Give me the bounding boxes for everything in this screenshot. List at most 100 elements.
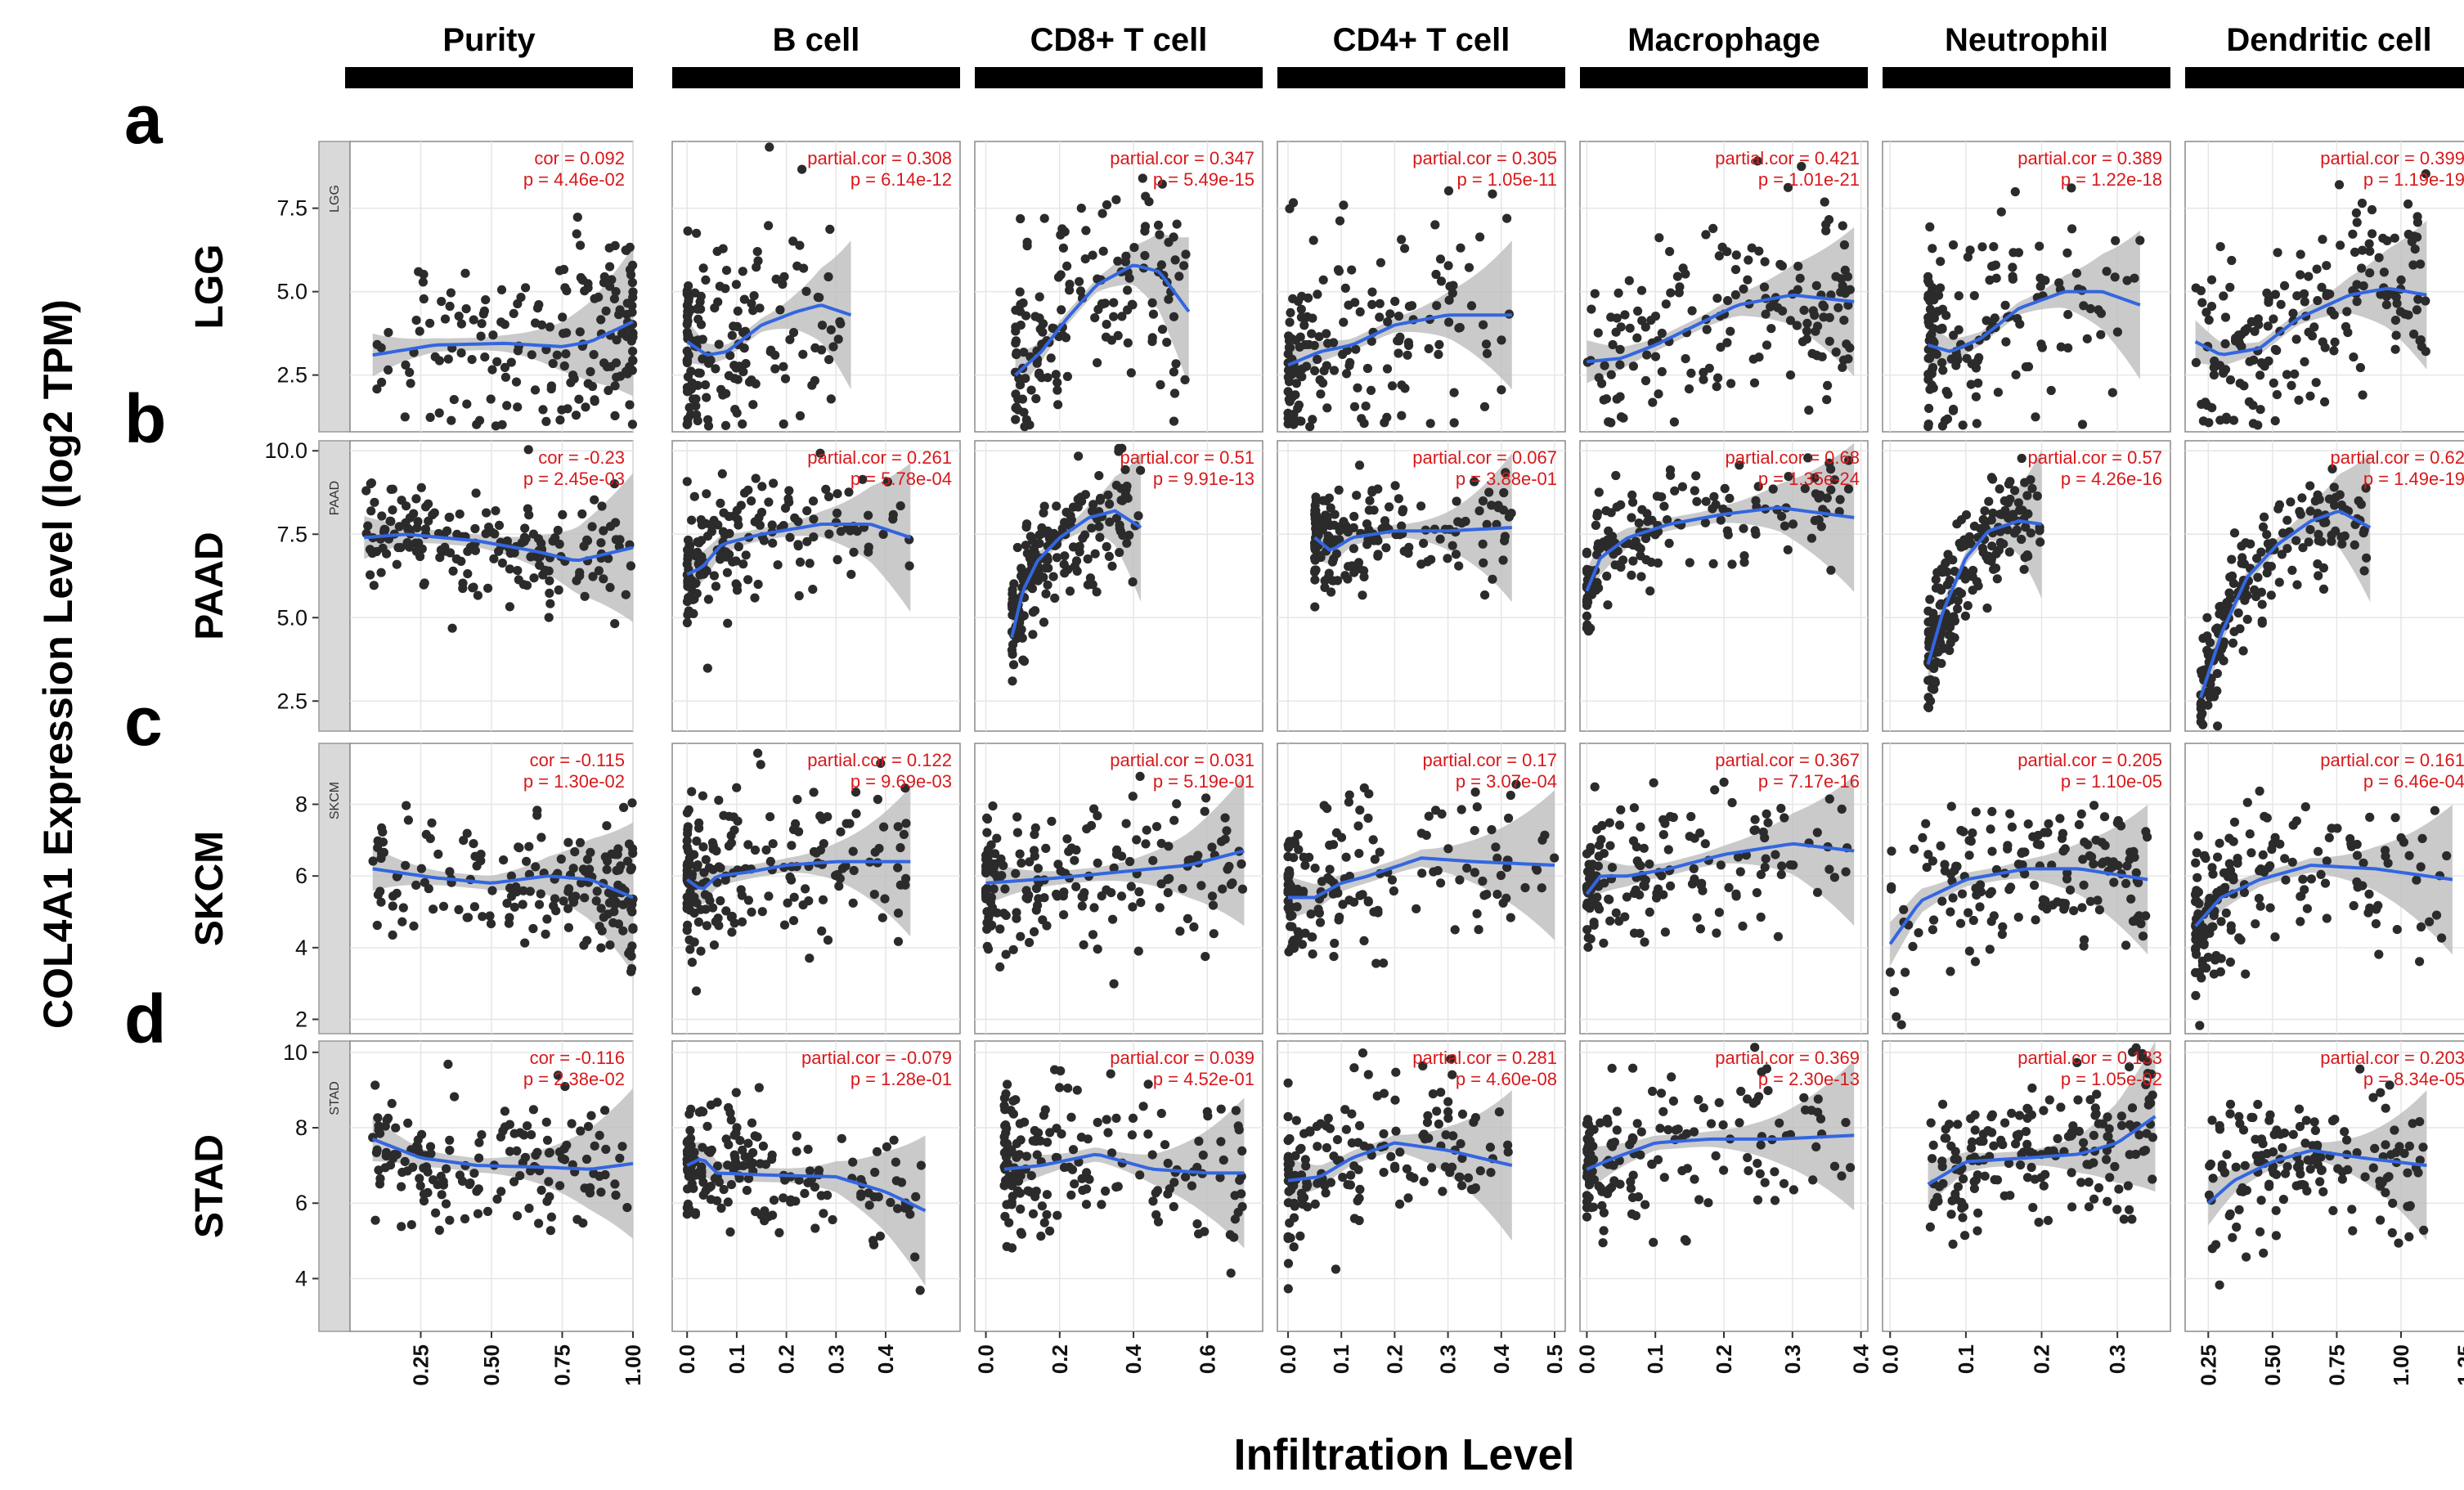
data-point — [588, 572, 598, 581]
data-point — [1690, 486, 1699, 496]
data-point — [2421, 296, 2430, 306]
data-point — [1349, 511, 1359, 522]
data-point — [1810, 473, 1820, 483]
data-point — [1456, 1139, 1465, 1149]
data-point — [2102, 267, 2112, 276]
data-point — [1823, 380, 1833, 390]
data-point — [1756, 912, 1766, 922]
data-point — [731, 1128, 741, 1138]
data-point — [2004, 547, 2014, 557]
data-point — [604, 243, 614, 253]
data-point — [627, 420, 638, 429]
data-point — [1636, 861, 1645, 871]
data-point — [1283, 1284, 1293, 1294]
data-point — [1196, 881, 1206, 891]
data-point — [528, 923, 538, 934]
data-point — [1376, 258, 1385, 267]
data-point — [463, 913, 474, 922]
data-point — [474, 1153, 484, 1163]
data-point — [1845, 285, 1855, 294]
data-point — [1318, 275, 1328, 285]
data-point — [702, 566, 711, 576]
data-point — [1714, 1097, 1724, 1107]
correlation-label: partial.cor = 0.305 — [1412, 148, 1557, 168]
data-point — [1844, 456, 1854, 465]
data-point — [2225, 375, 2236, 385]
data-point — [1349, 1063, 1359, 1073]
data-point — [1237, 1201, 1247, 1212]
data-point — [2324, 494, 2335, 504]
data-point — [1354, 849, 1364, 859]
data-point — [605, 522, 616, 532]
data-point — [1082, 1184, 1092, 1194]
data-point — [1819, 312, 1829, 322]
panel-letter: d — [124, 981, 166, 1057]
data-point — [1008, 610, 1017, 620]
data-point — [2213, 852, 2223, 862]
data-point — [1055, 1083, 1065, 1093]
data-point — [2281, 875, 2291, 885]
data-point — [1426, 554, 1436, 564]
data-point — [561, 349, 571, 359]
data-point — [1307, 329, 1317, 339]
data-point — [869, 890, 879, 900]
data-point — [1451, 550, 1461, 559]
data-point — [370, 1215, 380, 1225]
data-point — [701, 1186, 711, 1196]
data-point — [1330, 938, 1340, 949]
data-point — [1331, 888, 1340, 898]
data-point — [905, 1210, 915, 1219]
data-point — [1443, 554, 1452, 563]
data-point — [2364, 239, 2374, 249]
data-point — [1896, 1020, 1906, 1030]
data-point — [397, 1222, 406, 1232]
data-point — [601, 1144, 611, 1154]
data-point — [1427, 1163, 1437, 1173]
data-point — [1389, 886, 1398, 896]
data-point — [415, 326, 424, 336]
y-tick-label: 7.5 — [276, 196, 307, 221]
data-point — [1035, 529, 1045, 540]
data-point — [2277, 550, 2287, 559]
data-point — [1095, 496, 1105, 505]
data-point — [768, 839, 778, 849]
data-point — [1822, 493, 1832, 503]
data-point — [1624, 276, 1634, 285]
data-point — [2390, 316, 2400, 325]
data-point — [1649, 1237, 1658, 1247]
data-point — [380, 525, 390, 535]
data-point — [1731, 891, 1741, 901]
data-point — [1050, 593, 1060, 604]
data-point — [2129, 846, 2139, 856]
data-point — [402, 1166, 412, 1176]
data-point — [1797, 161, 1806, 172]
data-point — [1375, 312, 1385, 322]
data-point — [767, 1155, 777, 1165]
data-point — [2257, 358, 2267, 369]
data-point — [417, 544, 427, 554]
data-point — [491, 506, 500, 516]
data-point — [1925, 384, 1935, 394]
data-point — [2116, 1120, 2127, 1130]
data-point — [1126, 882, 1136, 891]
data-point — [1313, 1142, 1322, 1151]
data-point — [599, 913, 608, 922]
data-point — [1594, 904, 1605, 914]
data-point — [482, 1206, 493, 1216]
data-point — [1021, 893, 1031, 903]
data-point — [2379, 267, 2389, 277]
data-point — [2335, 490, 2345, 500]
data-point — [1970, 1125, 1980, 1135]
data-point — [1015, 1188, 1025, 1198]
data-point — [366, 478, 375, 489]
data-point — [691, 394, 701, 404]
data-point — [1824, 794, 1834, 804]
data-point — [1230, 1191, 1240, 1201]
data-point — [1136, 465, 1146, 475]
data-point — [743, 575, 753, 585]
data-point — [2300, 289, 2309, 298]
data-point — [2122, 861, 2132, 871]
data-point — [1631, 1211, 1640, 1221]
data-point — [1345, 1180, 1355, 1190]
